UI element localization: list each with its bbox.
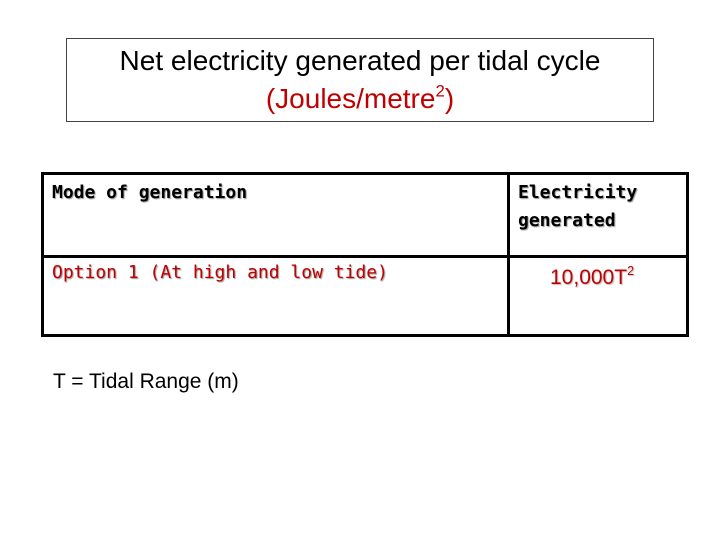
table-cell: 10,000T2	[507, 255, 689, 337]
header-cell: Mode of generation	[41, 172, 510, 258]
table-row: Option 1 (At high and low tide) 10,000T2	[41, 255, 689, 337]
title-box: Net electricity generated per tidal cycl…	[66, 38, 654, 122]
table-cell: Option 1 (At high and low tide)	[41, 255, 510, 337]
unit-text: (Joules/metre	[265, 83, 436, 114]
header-row: Mode of generation Electricity generated	[41, 172, 689, 258]
table: Mode of generation Electricity generated…	[41, 172, 689, 337]
value-text: 10,000T	[550, 266, 628, 289]
title-unit: (Joules/metre2)	[67, 81, 653, 115]
footnote: T = Tidal Range (m)	[53, 370, 239, 393]
unit-sup: 2	[435, 81, 445, 101]
header-cell: Electricity generated	[507, 172, 689, 258]
unit-close: )	[444, 83, 455, 114]
title-line: Net electricity generated per tidal cycl…	[119, 45, 601, 76]
value-sup: 2	[627, 264, 635, 279]
